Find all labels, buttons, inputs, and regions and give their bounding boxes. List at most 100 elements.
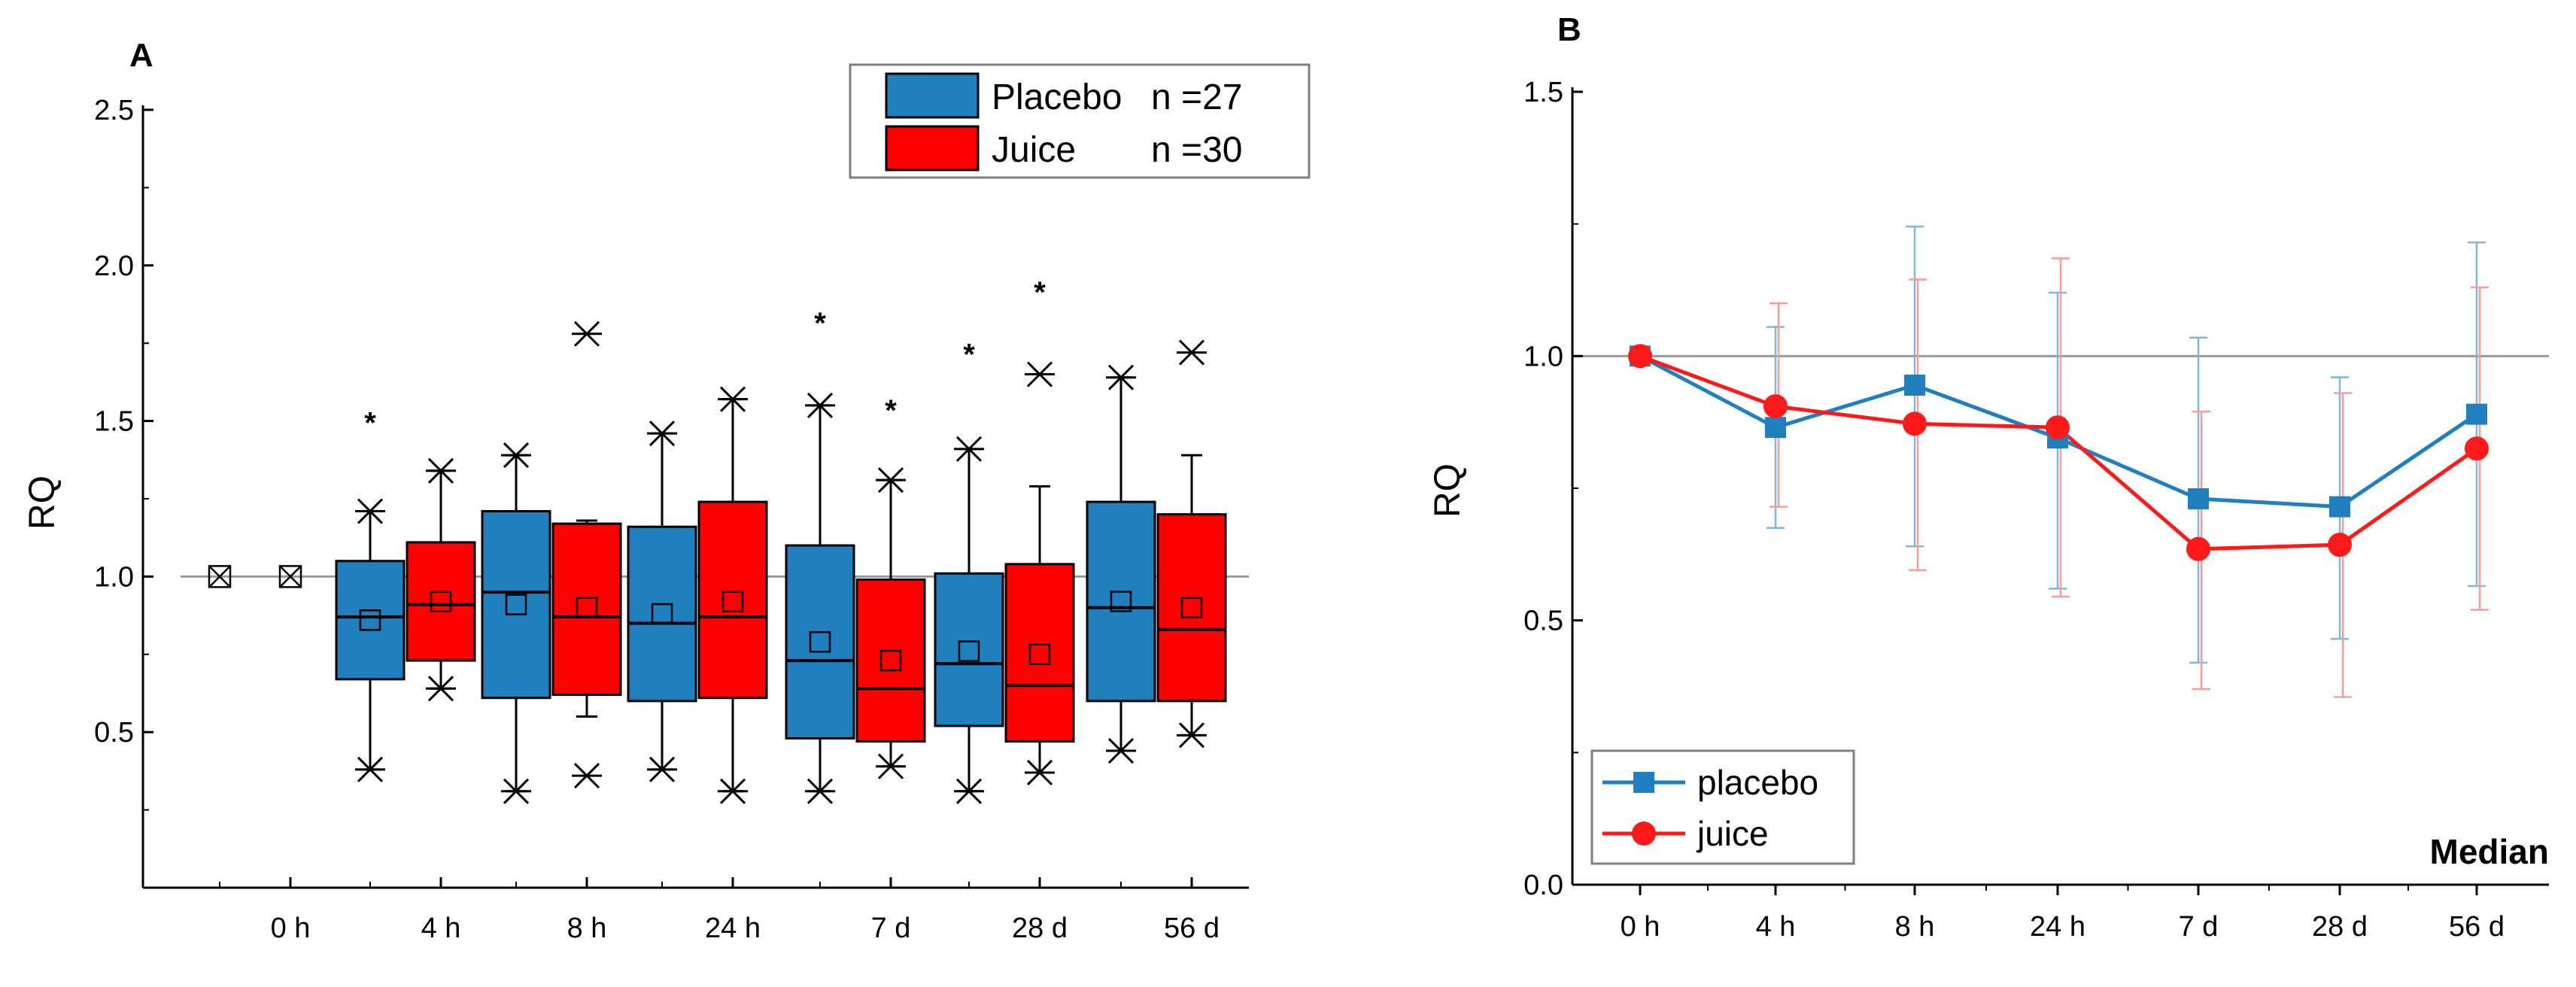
panel-b-legend: placebo juice xyxy=(1590,749,1855,865)
box-placebo-0h-cross xyxy=(208,565,231,588)
panel-a-x-tick-label: 0 h xyxy=(271,913,311,944)
box-juice-8h-min xyxy=(572,763,602,789)
legend-marker-juice xyxy=(1632,821,1656,846)
box-placebo-4h-mean xyxy=(359,609,381,631)
panel-b-x-tick-label: 4 h xyxy=(1756,911,1796,943)
point-placebo-6 xyxy=(2466,403,2487,425)
box-juice-8h-mean xyxy=(576,597,598,619)
box-placebo-24h-min xyxy=(647,756,677,782)
point-placebo-4 xyxy=(2188,488,2209,510)
box-juice-56d-mean xyxy=(1180,597,1203,619)
legend-label-placebo: Placebo xyxy=(992,77,1122,117)
panel-a-boxes: * * * * * xyxy=(208,276,1227,804)
box-placebo-7d-mean xyxy=(809,631,831,653)
panel-a-x-tick-label: 7 d xyxy=(871,913,911,944)
box-placebo-56d-iqr xyxy=(1086,500,1156,703)
panel-a-x-tick-label: 28 d xyxy=(1012,913,1068,944)
box-juice-56d-max xyxy=(1177,339,1207,366)
point-juice-2 xyxy=(1903,412,1927,436)
point-juice-4 xyxy=(2186,536,2210,561)
panel-a-y-tick-label: 0.5 xyxy=(94,717,134,749)
panel-a-y-axis-title: RQ xyxy=(23,475,62,530)
box-juice-56d-min xyxy=(1177,722,1207,749)
box-juice-28d-min xyxy=(1025,759,1055,786)
box-placebo-4h-max xyxy=(355,498,385,524)
box-placebo-56d-mean xyxy=(1110,591,1132,612)
box-juice-24h-max xyxy=(718,386,748,412)
box-juice-4h-iqr xyxy=(406,541,476,662)
point-placebo-2 xyxy=(1904,374,1925,396)
legend-n-juice: n =30 xyxy=(1151,130,1242,170)
point-placebo-5 xyxy=(2329,496,2350,518)
box-juice-4h-min xyxy=(426,676,456,702)
box-placebo-28d-min xyxy=(954,778,984,804)
box-placebo-7d-iqr xyxy=(785,544,855,739)
legend-swatch-placebo xyxy=(885,72,980,119)
panel-a-x-tick-label: 56 d xyxy=(1164,913,1220,944)
box-juice-4h-max xyxy=(426,457,456,484)
panel-b-y-tick-label: 1.0 xyxy=(1523,341,1563,372)
box-juice-7d-iqr xyxy=(855,579,926,743)
point-juice-3 xyxy=(2046,415,2070,440)
box-juice-56d-iqr xyxy=(1156,513,1227,703)
box-juice-8h-iqr xyxy=(551,522,622,697)
box-placebo-8h-mean xyxy=(505,594,527,615)
panel-b-x-tick-label: 28 d xyxy=(2312,911,2368,943)
box-juice-28d-mean xyxy=(1028,643,1051,666)
box-placebo-7d-significance-star: * xyxy=(814,307,826,340)
panel-a-axes: 0.5 1.0 1.5 2.0 2.5 0 h 4 h 8 h 24 h 7 d 28 d 56 d xyxy=(94,95,1249,944)
box-juice-7d-min xyxy=(876,753,906,779)
panel-b-y-tick-label: 0.5 xyxy=(1523,606,1563,637)
panel-b-y-tick-label: 1.5 xyxy=(1523,77,1563,108)
panel-b-legend-frame xyxy=(1590,749,1855,865)
legend-label-juice-b: juice xyxy=(1696,814,1769,853)
panel-a-letter: A xyxy=(129,37,153,74)
box-juice-7d-significance-star: * xyxy=(885,394,897,427)
panel-a-x-tick-label: 24 h xyxy=(705,913,761,944)
panel-a-y-tick-label: 1.5 xyxy=(94,406,134,438)
point-juice-5 xyxy=(2328,533,2352,557)
box-juice-0h-cross-stroke xyxy=(279,565,302,588)
panel-b-letter: B xyxy=(1557,11,1581,48)
panel-a-y-tick-label: 1.0 xyxy=(94,561,134,593)
panel-b: B 0.0 0.5 1.0 1.5 0 h 4 h 8 h 24 h 7 d 28 d 56 d R… xyxy=(1428,11,2549,943)
box-juice-24h-mean xyxy=(721,591,744,612)
panel-a-y-tick-label: 2.0 xyxy=(94,251,134,282)
panel-b-series xyxy=(1628,344,2489,561)
box-placebo-28d-iqr xyxy=(934,572,1004,727)
box-placebo-4h-significance-star: * xyxy=(364,407,376,440)
box-placebo-28d-max xyxy=(954,436,984,462)
panel-a-x-tick-label: 4 h xyxy=(421,913,461,944)
box-placebo-7d-max xyxy=(805,392,835,418)
box-placebo-0h-cross-stroke xyxy=(208,565,231,588)
panel-a: A * * * * * 0.5 1.0 1.5 2.0 2.5 0 h 4 h 8 h 24 h 7 d 2… xyxy=(23,37,1311,944)
panel-a-y-tick-label: 2.5 xyxy=(94,95,134,126)
box-juice-7d-max xyxy=(876,467,906,494)
panel-a-legend: Placebo n =27 Juice n =30 xyxy=(849,63,1311,179)
box-placebo-28d-mean xyxy=(958,640,980,662)
panel-b-y-tick-label: 0.0 xyxy=(1523,870,1563,901)
panel-b-error-bars xyxy=(1766,225,2489,698)
point-placebo-1 xyxy=(1765,417,1786,439)
point-juice-1 xyxy=(1763,394,1788,419)
box-juice-0h-mean xyxy=(278,565,302,588)
box-placebo-4h-min xyxy=(355,756,385,782)
panel-b-x-tick-label: 0 h xyxy=(1621,911,1660,943)
point-juice-6 xyxy=(2465,436,2489,461)
box-juice-28d-significance-star: * xyxy=(1034,276,1046,309)
box-placebo-56d-max xyxy=(1106,364,1136,390)
box-juice-7d-mean xyxy=(879,649,902,672)
panel-b-x-tick-label: 7 d xyxy=(2179,911,2219,943)
box-juice-28d-iqr xyxy=(1004,563,1075,743)
box-juice-24h-min xyxy=(718,778,748,804)
panel-b-x-tick-label: 24 h xyxy=(2030,911,2085,943)
panel-a-x-tick-label: 8 h xyxy=(567,913,607,944)
legend-label-placebo-b: placebo xyxy=(1697,763,1818,802)
box-placebo-24h-mean xyxy=(651,603,673,625)
legend-n-placebo: n =27 xyxy=(1151,77,1242,117)
box-placebo-7d-min xyxy=(805,778,835,804)
panel-b-y-axis-title: RQ xyxy=(1428,463,1468,518)
box-placebo-56d-min xyxy=(1106,737,1136,764)
box-placebo-8h-min xyxy=(501,778,531,804)
